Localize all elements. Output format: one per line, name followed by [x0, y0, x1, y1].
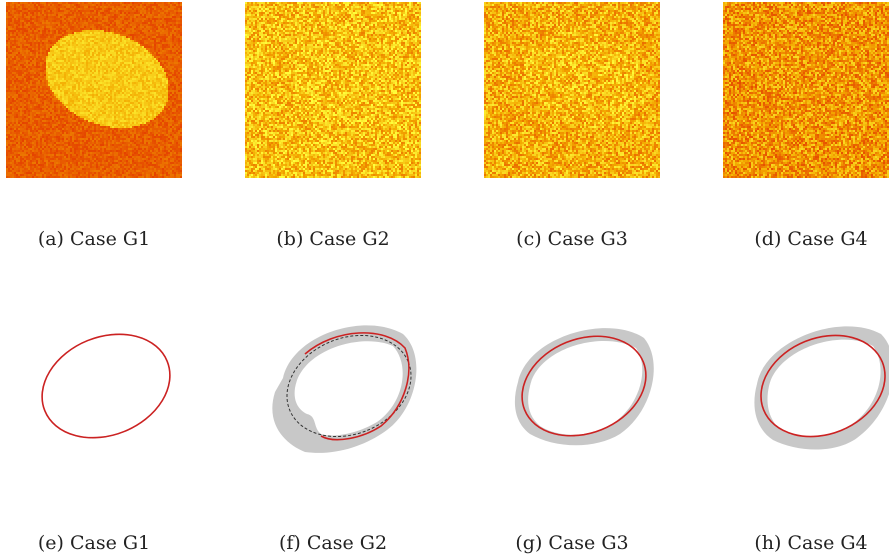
contour-case-g2 [272, 325, 417, 453]
caption-b: (b) Case G2 [276, 228, 390, 250]
estimate-contour [760, 334, 886, 438]
image-case-g4 [723, 2, 889, 178]
caption-d: (d) Case G4 [754, 228, 868, 250]
estimate-contour [521, 335, 647, 437]
uncertainty-band [514, 328, 654, 446]
image-case-g2 [245, 2, 421, 178]
estimate-contour [304, 332, 410, 441]
contour-case-g3 [514, 328, 654, 446]
estimate-contour [41, 333, 171, 439]
caption-g: (g) Case G3 [515, 532, 629, 554]
image-case-g1 [6, 2, 182, 178]
truth-contour [41, 333, 171, 439]
image-case-g3 [484, 2, 660, 178]
caption-f: (f) Case G2 [278, 532, 388, 554]
contour-case-g4 [754, 326, 889, 450]
uncertainty-band [754, 326, 889, 450]
caption-h: (h) Case G4 [754, 532, 868, 554]
uncertainty-band [272, 325, 417, 453]
contour-case-g1 [41, 333, 171, 439]
caption-e: (e) Case G1 [37, 532, 151, 554]
caption-a: (a) Case G1 [37, 228, 151, 250]
caption-c: (c) Case G3 [516, 228, 628, 250]
